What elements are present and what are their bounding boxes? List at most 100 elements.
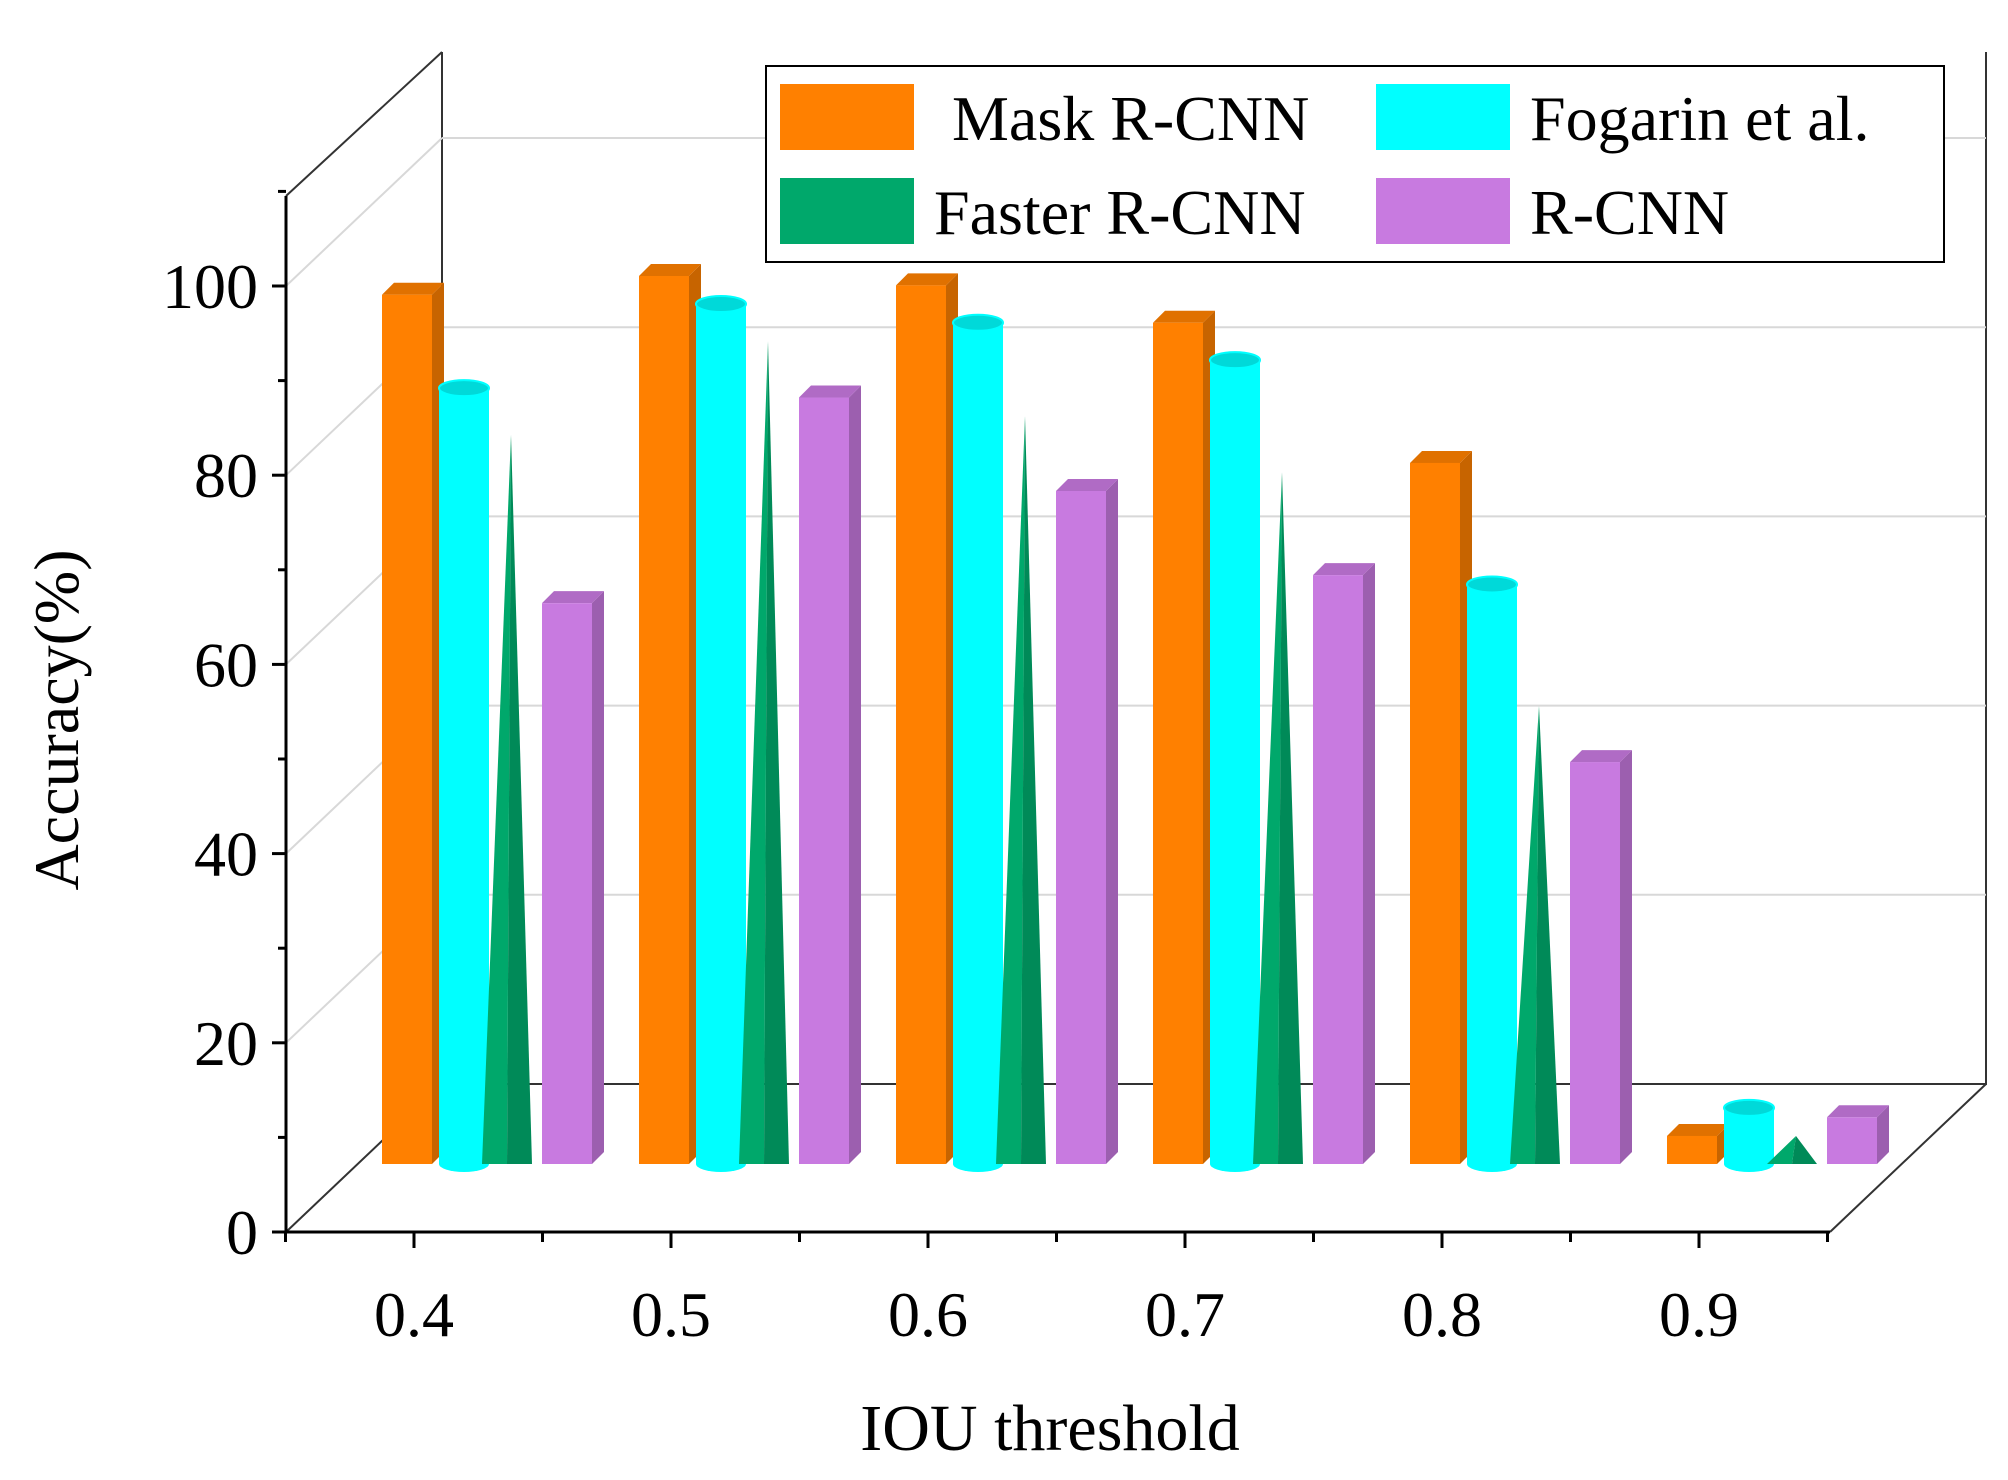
bar-fogarin-et-al-0-7-body bbox=[1210, 360, 1260, 1164]
y-tick-label: 0 bbox=[226, 1197, 258, 1268]
bar-faster-r-cnn-0-7-right-face bbox=[1278, 472, 1303, 1164]
y-tick-label: 20 bbox=[194, 1008, 258, 1079]
bar-r-cnn-0-7-front bbox=[1313, 575, 1363, 1164]
y-axis-label: Accuracy(%) bbox=[21, 549, 92, 890]
bar-r-cnn-0-7-top bbox=[1313, 563, 1375, 576]
legend-label-mask-rcnn: Mask R-CNN bbox=[952, 83, 1309, 154]
bar-fogarin-et-al-0-4-base bbox=[439, 1156, 489, 1172]
bar-fogarin-et-al-0-9 bbox=[1723, 1098, 1775, 1172]
bar-fogarin-et-al-0-5-cap bbox=[695, 295, 747, 314]
bar-r-cnn-0-6-front bbox=[1056, 490, 1106, 1164]
bar-mask-r-cnn-0-6-front bbox=[896, 285, 946, 1164]
bar-fogarin-et-al-0-4-body bbox=[439, 388, 489, 1164]
bar-fogarin-et-al-0-8-cap bbox=[1466, 575, 1518, 594]
legend-label-rcnn: R-CNN bbox=[1530, 177, 1729, 248]
bar-r-cnn-0-9-top bbox=[1827, 1105, 1889, 1118]
bar-fogarin-et-al-0-7 bbox=[1209, 351, 1261, 1172]
bar-faster-r-cnn-0-9 bbox=[1767, 1135, 1817, 1164]
x-tick-labels: 0.4 0.5 0.6 0.7 0.8 0.9 bbox=[374, 1279, 1739, 1350]
bar-mask-r-cnn-0-4-top bbox=[382, 282, 444, 295]
bar-fogarin-et-al-0-5-base bbox=[696, 1156, 746, 1172]
x-tick-label: 0.9 bbox=[1659, 1279, 1739, 1350]
bar-r-cnn-0-8-side bbox=[1620, 750, 1632, 1164]
bar-r-cnn-0-5-side bbox=[849, 385, 861, 1165]
bar-mask-r-cnn-0-9 bbox=[1667, 1123, 1729, 1164]
bar-fogarin-et-al-0-7-base bbox=[1210, 1156, 1260, 1172]
bar-mask-r-cnn-0-9-front bbox=[1667, 1135, 1717, 1164]
bar-fogarin-et-al-0-6-body bbox=[953, 322, 1003, 1165]
legend-frame bbox=[765, 65, 1945, 263]
x-tick-label: 0.4 bbox=[374, 1279, 454, 1350]
bar-r-cnn-0-6-top bbox=[1056, 478, 1118, 491]
y-tick-label: 100 bbox=[162, 251, 258, 322]
bar-r-cnn-0-8-front bbox=[1570, 762, 1620, 1164]
bar-faster-r-cnn-0-6-right-face bbox=[1021, 416, 1046, 1164]
bar-mask-r-cnn-0-6-top bbox=[896, 273, 958, 286]
bar-r-cnn-0-9 bbox=[1827, 1105, 1889, 1164]
bar-fogarin-et-al-0-8-base bbox=[1467, 1156, 1517, 1172]
bar-faster-r-cnn-0-9-right-face bbox=[1792, 1135, 1817, 1164]
bar-fogarin-et-al-0-8 bbox=[1466, 575, 1518, 1172]
x-tick-label: 0.7 bbox=[1145, 1279, 1225, 1350]
floor-right-edge bbox=[1829, 1083, 1987, 1233]
bar-r-cnn-0-5-front bbox=[799, 397, 849, 1165]
x-axis-label: IOU threshold bbox=[860, 1392, 1239, 1465]
bar-faster-r-cnn-0-8 bbox=[1510, 705, 1560, 1164]
bar-mask-r-cnn-0-6 bbox=[896, 273, 958, 1164]
legend: Mask R-CNN Fogarin et al. Faster R-CNN R… bbox=[765, 65, 1945, 263]
y-tick-label: 80 bbox=[194, 440, 258, 511]
bar-mask-r-cnn-0-5-front bbox=[639, 276, 689, 1164]
bar-faster-r-cnn-0-8-left-face bbox=[1510, 705, 1539, 1164]
legend-label-fogarin: Fogarin et al. bbox=[1530, 83, 1869, 154]
axes bbox=[272, 189, 1830, 1248]
bar-mask-r-cnn-0-8-top bbox=[1410, 450, 1472, 463]
bar-mask-r-cnn-0-7-front bbox=[1153, 322, 1203, 1165]
bar-r-cnn-0-4-top bbox=[542, 591, 604, 604]
bar-mask-r-cnn-0-7-top bbox=[1153, 310, 1215, 323]
bar-fogarin-et-al-0-6-cap bbox=[952, 313, 1004, 332]
bar-r-cnn-0-7 bbox=[1313, 563, 1375, 1164]
left-wall-top-edge bbox=[285, 51, 443, 197]
bar-r-cnn-0-4-side bbox=[592, 591, 604, 1164]
bar-fogarin-et-al-0-5 bbox=[695, 295, 747, 1172]
bar-faster-r-cnn-0-4-right-face bbox=[507, 434, 532, 1164]
bar-r-cnn-0-9-front bbox=[1827, 1117, 1877, 1164]
bar-r-cnn-0-6 bbox=[1056, 478, 1118, 1164]
bar-mask-r-cnn-0-4 bbox=[382, 282, 444, 1165]
grid-lines bbox=[285, 137, 1986, 1044]
bar-faster-r-cnn-0-5-right-face bbox=[764, 341, 789, 1164]
bar-faster-r-cnn-0-7 bbox=[1253, 472, 1303, 1164]
bar-mask-r-cnn-0-5 bbox=[639, 264, 701, 1164]
bar-r-cnn-0-7-side bbox=[1363, 563, 1375, 1164]
legend-label-faster-rcnn: Faster R-CNN bbox=[934, 177, 1306, 248]
bar-faster-r-cnn-0-7-left-face bbox=[1253, 472, 1282, 1164]
grid-line-side bbox=[285, 137, 443, 287]
bar-faster-r-cnn-0-8-right-face bbox=[1535, 705, 1560, 1164]
bar-faster-r-cnn-0-6 bbox=[996, 416, 1046, 1164]
bar-fogarin-et-al-0-4-cap bbox=[438, 379, 490, 398]
bar-r-cnn-0-4-front bbox=[542, 603, 592, 1164]
bar-faster-r-cnn-0-4 bbox=[482, 434, 532, 1164]
bar-faster-r-cnn-0-9-left-face bbox=[1767, 1135, 1796, 1164]
bar-faster-r-cnn-0-6-left-face bbox=[996, 416, 1025, 1164]
bar-fogarin-et-al-0-8-body bbox=[1467, 584, 1517, 1164]
bar-fogarin-et-al-0-5-body bbox=[696, 304, 746, 1164]
legend-swatch-rcnn bbox=[1376, 178, 1510, 244]
bar-faster-r-cnn-0-4-left-face bbox=[482, 434, 511, 1164]
x-tick-label: 0.8 bbox=[1402, 1279, 1482, 1350]
bar-fogarin-et-al-0-7-cap bbox=[1209, 351, 1261, 370]
bar-r-cnn-0-8-top bbox=[1570, 750, 1632, 763]
bar-mask-r-cnn-0-8 bbox=[1410, 450, 1472, 1164]
bars bbox=[382, 264, 1889, 1172]
legend-swatch-fogarin bbox=[1376, 84, 1510, 150]
bar-mask-r-cnn-0-7 bbox=[1153, 310, 1215, 1165]
x-tick-label: 0.6 bbox=[888, 1279, 968, 1350]
legend-swatch-faster-rcnn bbox=[780, 178, 914, 244]
bar-fogarin-et-al-0-6-base bbox=[953, 1156, 1003, 1172]
bar-mask-r-cnn-0-4-front bbox=[382, 294, 432, 1165]
bar-r-cnn-0-4 bbox=[542, 591, 604, 1164]
bar-r-cnn-0-6-side bbox=[1106, 478, 1118, 1164]
bar-mask-r-cnn-0-8-front bbox=[1410, 462, 1460, 1164]
y-tick-label: 40 bbox=[194, 819, 258, 890]
